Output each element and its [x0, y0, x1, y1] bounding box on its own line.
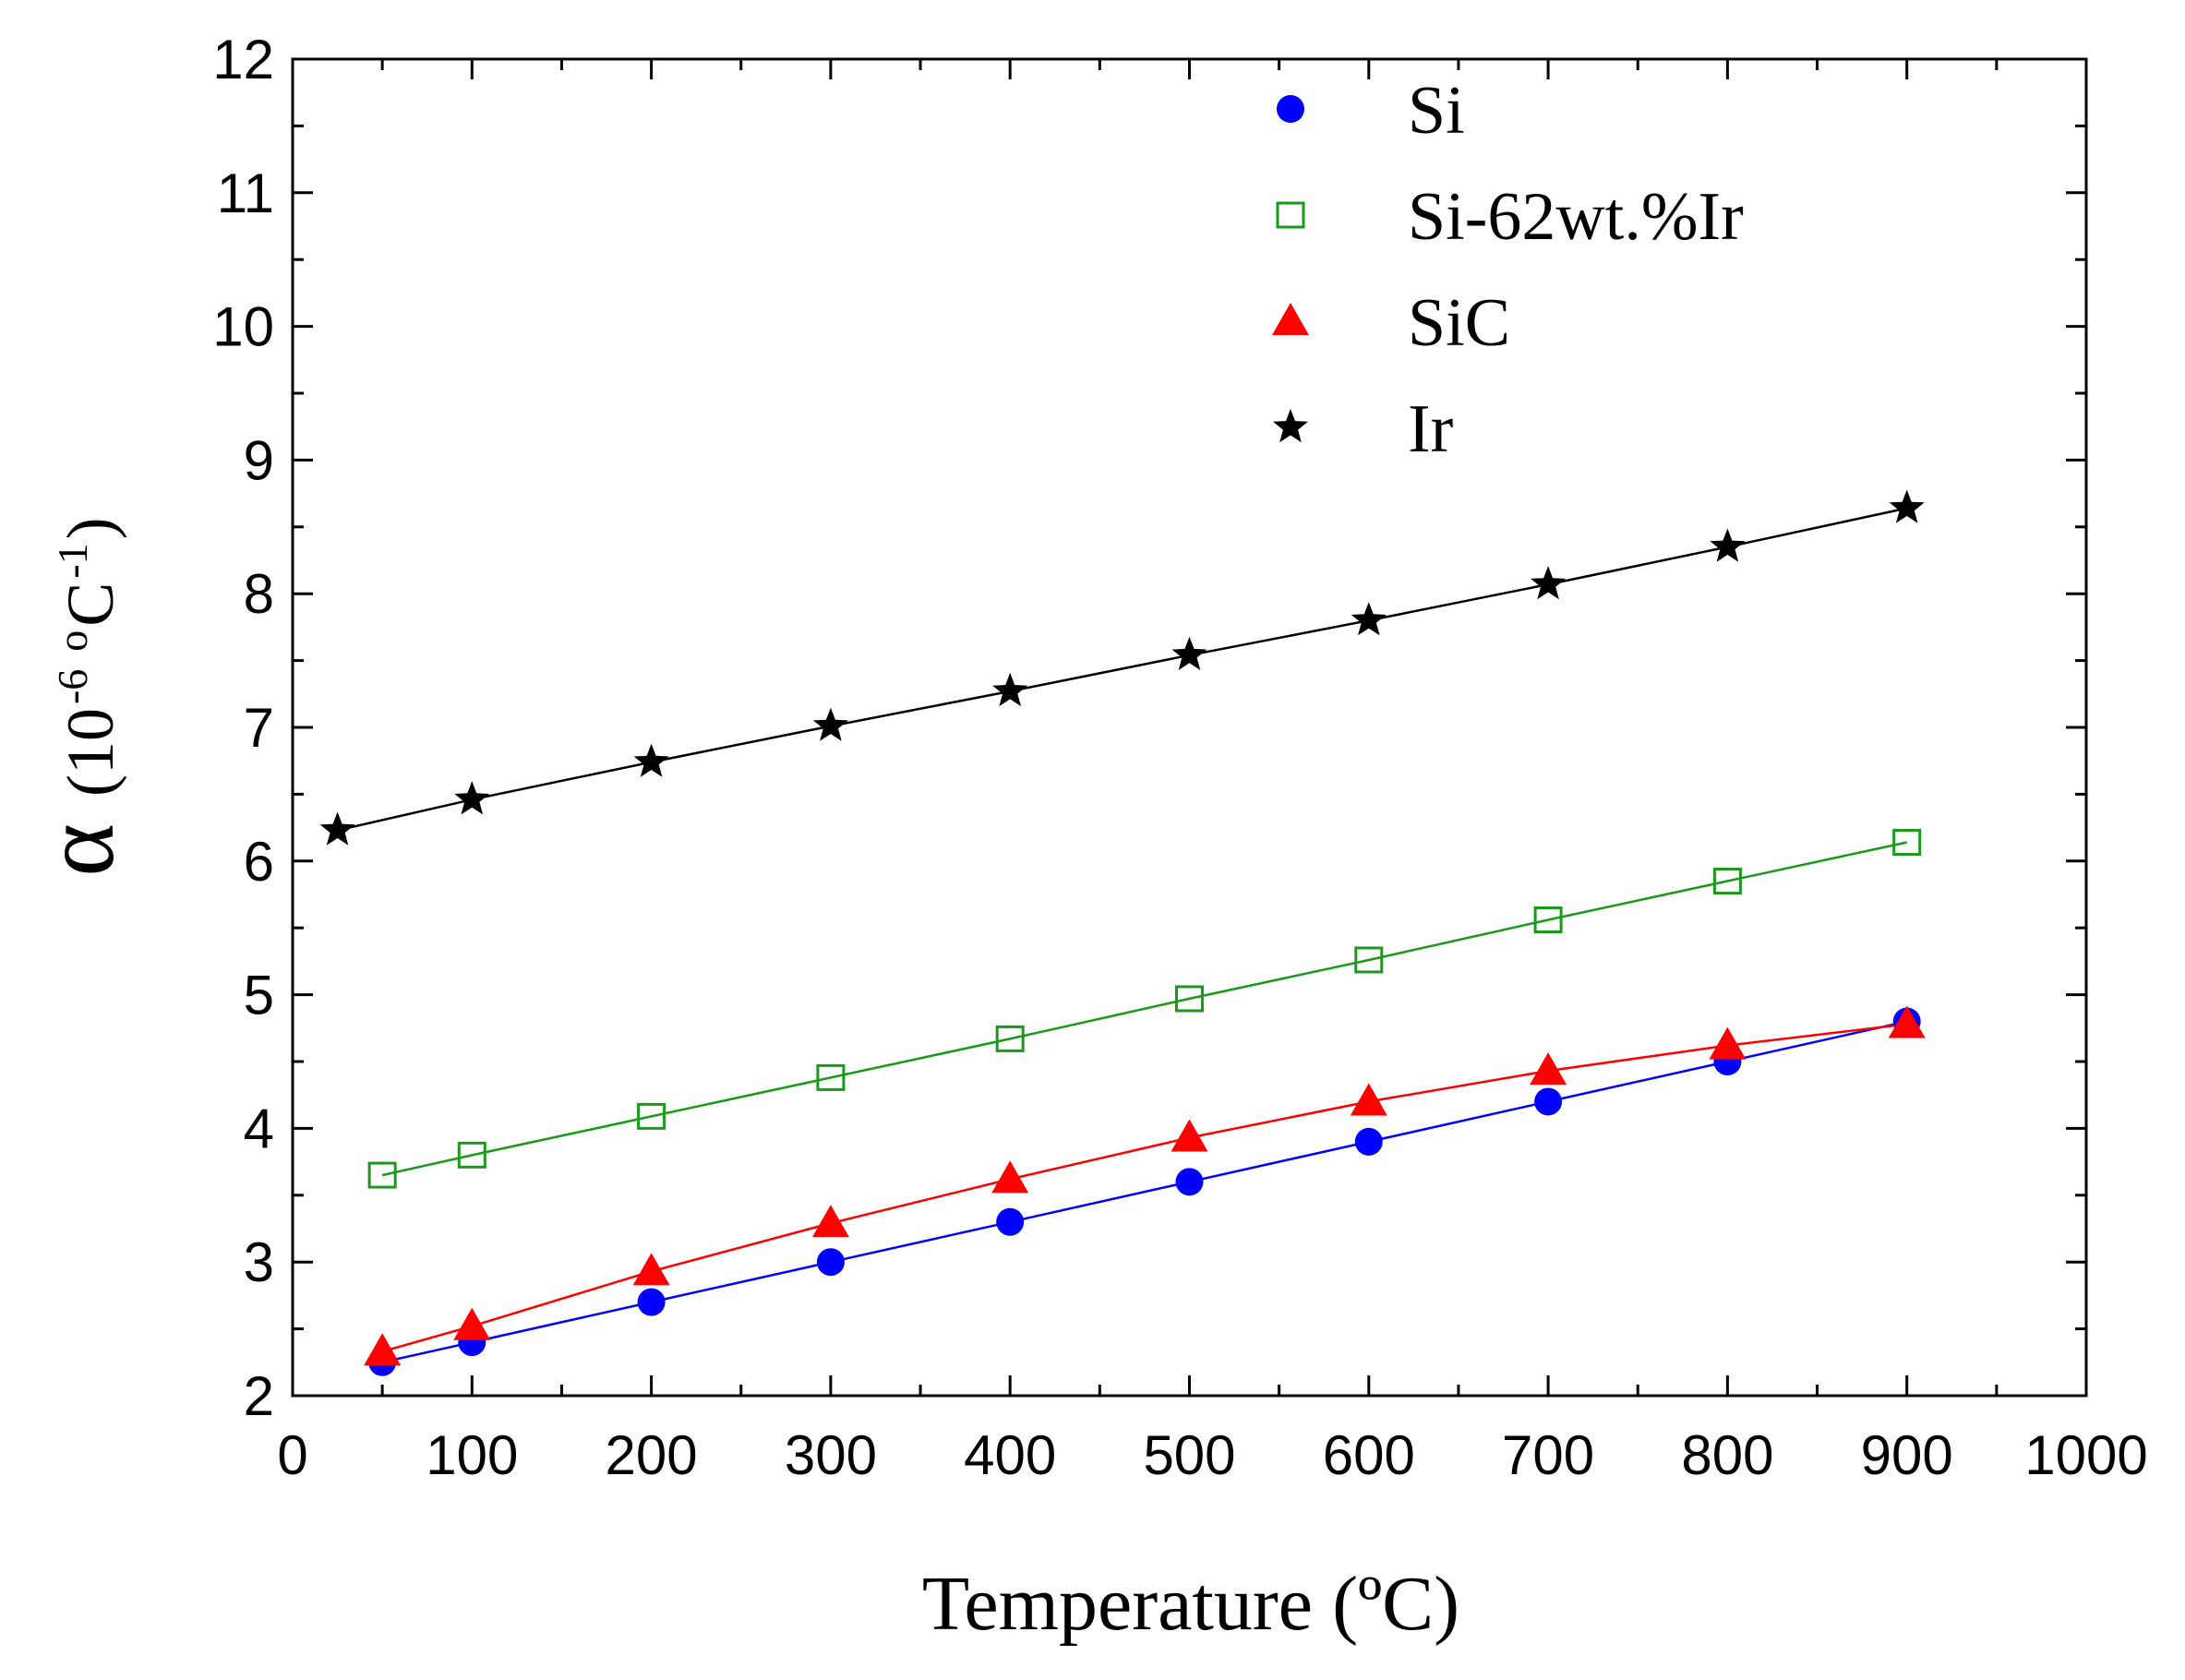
y-axis-unit-c: C	[54, 582, 127, 627]
x-tick-label: 500	[1143, 1424, 1235, 1486]
data-point-sic	[364, 1333, 402, 1366]
data-point-si	[1534, 1087, 1563, 1116]
y-tick-label: 9	[244, 429, 274, 491]
y-axis-title: α (10 -6 o C -1 )	[22, 517, 135, 876]
x-tick-label: 1000	[2024, 1424, 2147, 1486]
data-point-sic	[1709, 1026, 1747, 1060]
svg-text:α (10 -6 o: α (10 -6 o C -1 )	[22, 517, 135, 876]
legend-item-si-62wt-ir: Si-62wt.%Ir	[1276, 179, 1744, 255]
data-point-ir	[992, 672, 1028, 707]
data-point-si-62wt-ir	[457, 1141, 486, 1169]
data-point-ir	[812, 707, 848, 741]
series-line-si	[381, 1020, 1907, 1364]
x-tick-label: 600	[1323, 1424, 1415, 1486]
data-point-si-62wt-ir	[1712, 868, 1742, 895]
legend-marker-sic	[1272, 303, 1309, 335]
y-axis-unit-degree: o	[49, 630, 96, 652]
data-point-ir	[1889, 489, 1925, 523]
legend-item-si: Si	[1277, 73, 1465, 149]
x-axis-title: Temperature (ºC)	[922, 1561, 1459, 1647]
data-point-si	[996, 1207, 1025, 1236]
data-point-ir	[1710, 528, 1746, 562]
data-point-si-62wt-ir	[1354, 946, 1384, 974]
series-line-sic	[381, 1023, 1907, 1353]
data-point-si-62wt-ir	[637, 1102, 666, 1130]
data-point-si-62wt-ir	[995, 1025, 1025, 1052]
data-point-si-62wt-ir	[367, 1161, 397, 1189]
data-markers	[319, 489, 1926, 1376]
data-point-sic	[453, 1307, 491, 1340]
legend-item-sic: SiC	[1272, 285, 1510, 361]
data-point-sic	[632, 1253, 670, 1286]
y-axis-unit-exp2: -1	[49, 543, 96, 578]
data-point-ir	[633, 743, 669, 777]
x-tick-label: 100	[426, 1424, 518, 1486]
data-point-sic	[1350, 1083, 1387, 1116]
x-tick-label: 400	[964, 1424, 1056, 1486]
legend-marker-si	[1277, 95, 1304, 123]
x-tick-label: 0	[277, 1424, 307, 1486]
data-point-ir	[1531, 566, 1567, 600]
y-axis-unit-close: )	[54, 517, 127, 539]
legend-marker-ir	[1273, 409, 1308, 443]
legend: Si Si-62wt.%Ir SiC Ir	[1272, 73, 1744, 467]
fit-lines	[337, 507, 1907, 1364]
legend-label: Si	[1408, 73, 1465, 149]
series-line-si-62wt-ir	[381, 841, 1907, 1177]
legend-label: Ir	[1408, 391, 1453, 467]
data-point-ir	[1351, 602, 1387, 636]
data-point-si	[1354, 1127, 1383, 1156]
legend-label: SiC	[1408, 285, 1510, 361]
data-point-sic	[811, 1205, 849, 1238]
tick-marks	[291, 57, 2088, 1398]
series-line-ir	[337, 507, 1907, 832]
data-point-sic	[1171, 1119, 1208, 1152]
data-point-ir	[454, 781, 490, 815]
data-point-sic	[1888, 1005, 1926, 1038]
data-point-si	[1175, 1168, 1204, 1196]
x-tick-label: 700	[1502, 1424, 1594, 1486]
y-tick-label: 2	[244, 1365, 274, 1427]
data-point-sic	[1530, 1052, 1567, 1086]
x-tick-label: 200	[606, 1424, 698, 1486]
y-tick-label: 10	[212, 296, 274, 358]
legend-marker-si-62wt-ir	[1276, 201, 1305, 229]
x-tick-label: 300	[785, 1424, 877, 1486]
y-tick-label: 4	[244, 1098, 274, 1159]
y-tick-label: 7	[244, 697, 274, 759]
y-axis-unit-exp1: -6	[49, 669, 96, 704]
data-point-si	[816, 1248, 845, 1277]
legend-label: Si-62wt.%Ir	[1408, 179, 1744, 255]
y-axis-symbol: α	[22, 823, 135, 877]
data-point-si	[637, 1288, 666, 1316]
data-point-sic	[991, 1160, 1029, 1194]
y-tick-label: 12	[212, 29, 274, 90]
y-tick-label: 8	[244, 563, 274, 625]
y-tick-label: 3	[244, 1231, 274, 1293]
legend-item-ir: Ir	[1273, 391, 1453, 467]
data-point-ir	[1171, 636, 1207, 670]
data-point-ir	[319, 811, 355, 846]
x-tick-label: 900	[1861, 1424, 1953, 1486]
data-point-si-62wt-ir	[1175, 985, 1204, 1013]
y-tick-label: 11	[217, 162, 274, 224]
data-point-si-62wt-ir	[1533, 906, 1563, 934]
y-axis-unit-open: (10	[54, 708, 127, 797]
y-tick-labels: 2 3 4 5 6 7 8 9 10 11 12	[212, 29, 274, 1427]
y-tick-label: 6	[244, 831, 274, 893]
x-tick-label: 800	[1681, 1424, 1773, 1486]
data-point-si-62wt-ir	[1892, 829, 1922, 857]
y-tick-label: 5	[244, 965, 274, 1026]
x-tick-labels: 0 100 200 300 400 500 600 700 800 900 1000	[277, 1424, 2147, 1486]
data-point-si-62wt-ir	[816, 1063, 846, 1091]
